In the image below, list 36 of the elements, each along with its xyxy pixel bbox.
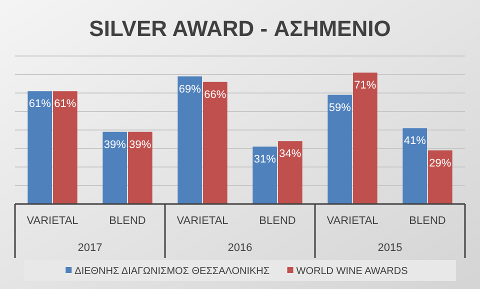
x-tick-label: VARIETAL <box>326 215 378 227</box>
data-label: 66% <box>204 88 226 101</box>
bar <box>128 132 152 204</box>
text: 2016 <box>228 242 252 254</box>
bar <box>53 91 78 204</box>
x-tick-label: VARIETAL <box>26 215 78 227</box>
bar <box>203 82 228 204</box>
bar <box>278 141 302 204</box>
bar <box>328 94 352 204</box>
bar <box>252 146 277 204</box>
data-label: 39% <box>129 138 152 151</box>
bar <box>178 76 202 204</box>
data-label: 31% <box>254 154 276 166</box>
x-tick-label: BLEND <box>409 215 446 227</box>
data-label: 61% <box>54 98 76 110</box>
data-label: 59% <box>328 102 352 114</box>
data-label: 41% <box>404 135 426 148</box>
x-tick-label: BLEND <box>259 215 296 227</box>
data-label: 39% <box>104 138 126 151</box>
data-label: 29% <box>429 157 452 170</box>
data-label: 71% <box>354 80 376 92</box>
x-tick-label: BLEND <box>109 215 146 227</box>
data-label: 61% <box>28 98 52 110</box>
bar <box>102 132 127 204</box>
data-label: 34% <box>279 148 302 160</box>
legend-label: ΔΙΕΘΝΗΣ ΔΙΑΓΩΝΙΣΜΟΣ ΘΕΣΣΑΛΟΝΙΚΗΣ <box>74 266 270 277</box>
chart-title: SILVER AWARD - ΑΣΗΜΕΝΙΟ <box>89 16 391 41</box>
bar <box>353 72 378 204</box>
legend-label: WORLD WINE AWARDS <box>296 266 408 277</box>
text: 2015 <box>378 242 402 254</box>
bar <box>428 150 452 204</box>
bar <box>402 128 427 204</box>
data-label: 69% <box>178 83 202 96</box>
x-tick-label: VARIETAL <box>176 215 228 227</box>
text: 2017 <box>78 242 102 254</box>
bar <box>28 91 52 204</box>
